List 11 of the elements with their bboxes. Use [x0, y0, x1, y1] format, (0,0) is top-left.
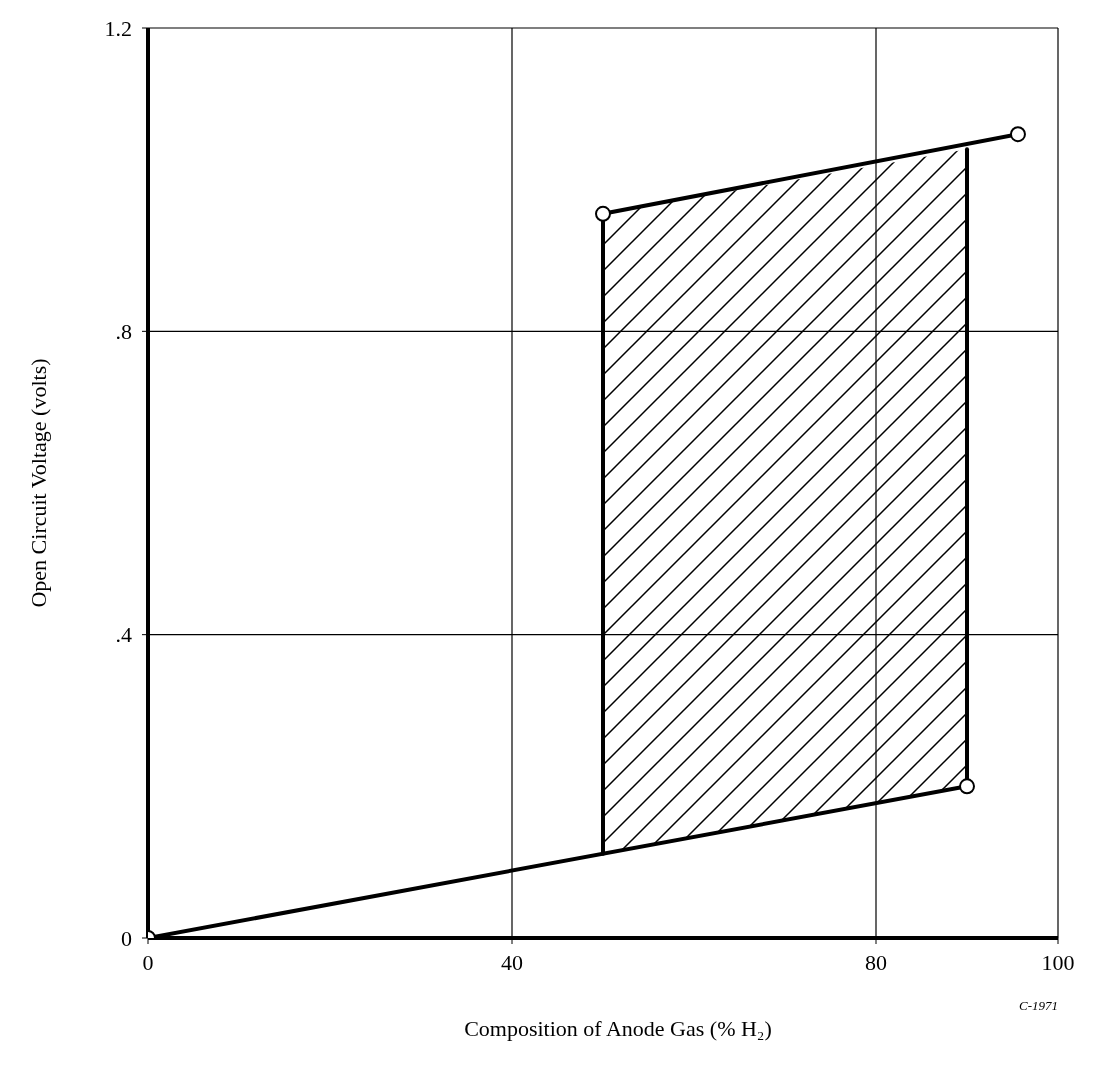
- y-tick-label: .8: [115, 319, 132, 345]
- y-tick-label: 0: [121, 925, 132, 951]
- y-axis-title: Open Circuit Voltage (volts): [25, 358, 51, 608]
- text: C-1971: [1019, 998, 1058, 1014]
- x-tick-label: 100: [1041, 949, 1075, 975]
- y-tick-label: 1.2: [104, 15, 132, 41]
- x-tick-label: 40: [501, 949, 523, 975]
- y-tick-label: .4: [115, 622, 132, 648]
- x-tick-label: 0: [142, 949, 154, 975]
- x-tick-label: 80: [865, 949, 887, 975]
- x-axis-title: Composition of Anode Gas (% H₂): [463, 1016, 773, 1042]
